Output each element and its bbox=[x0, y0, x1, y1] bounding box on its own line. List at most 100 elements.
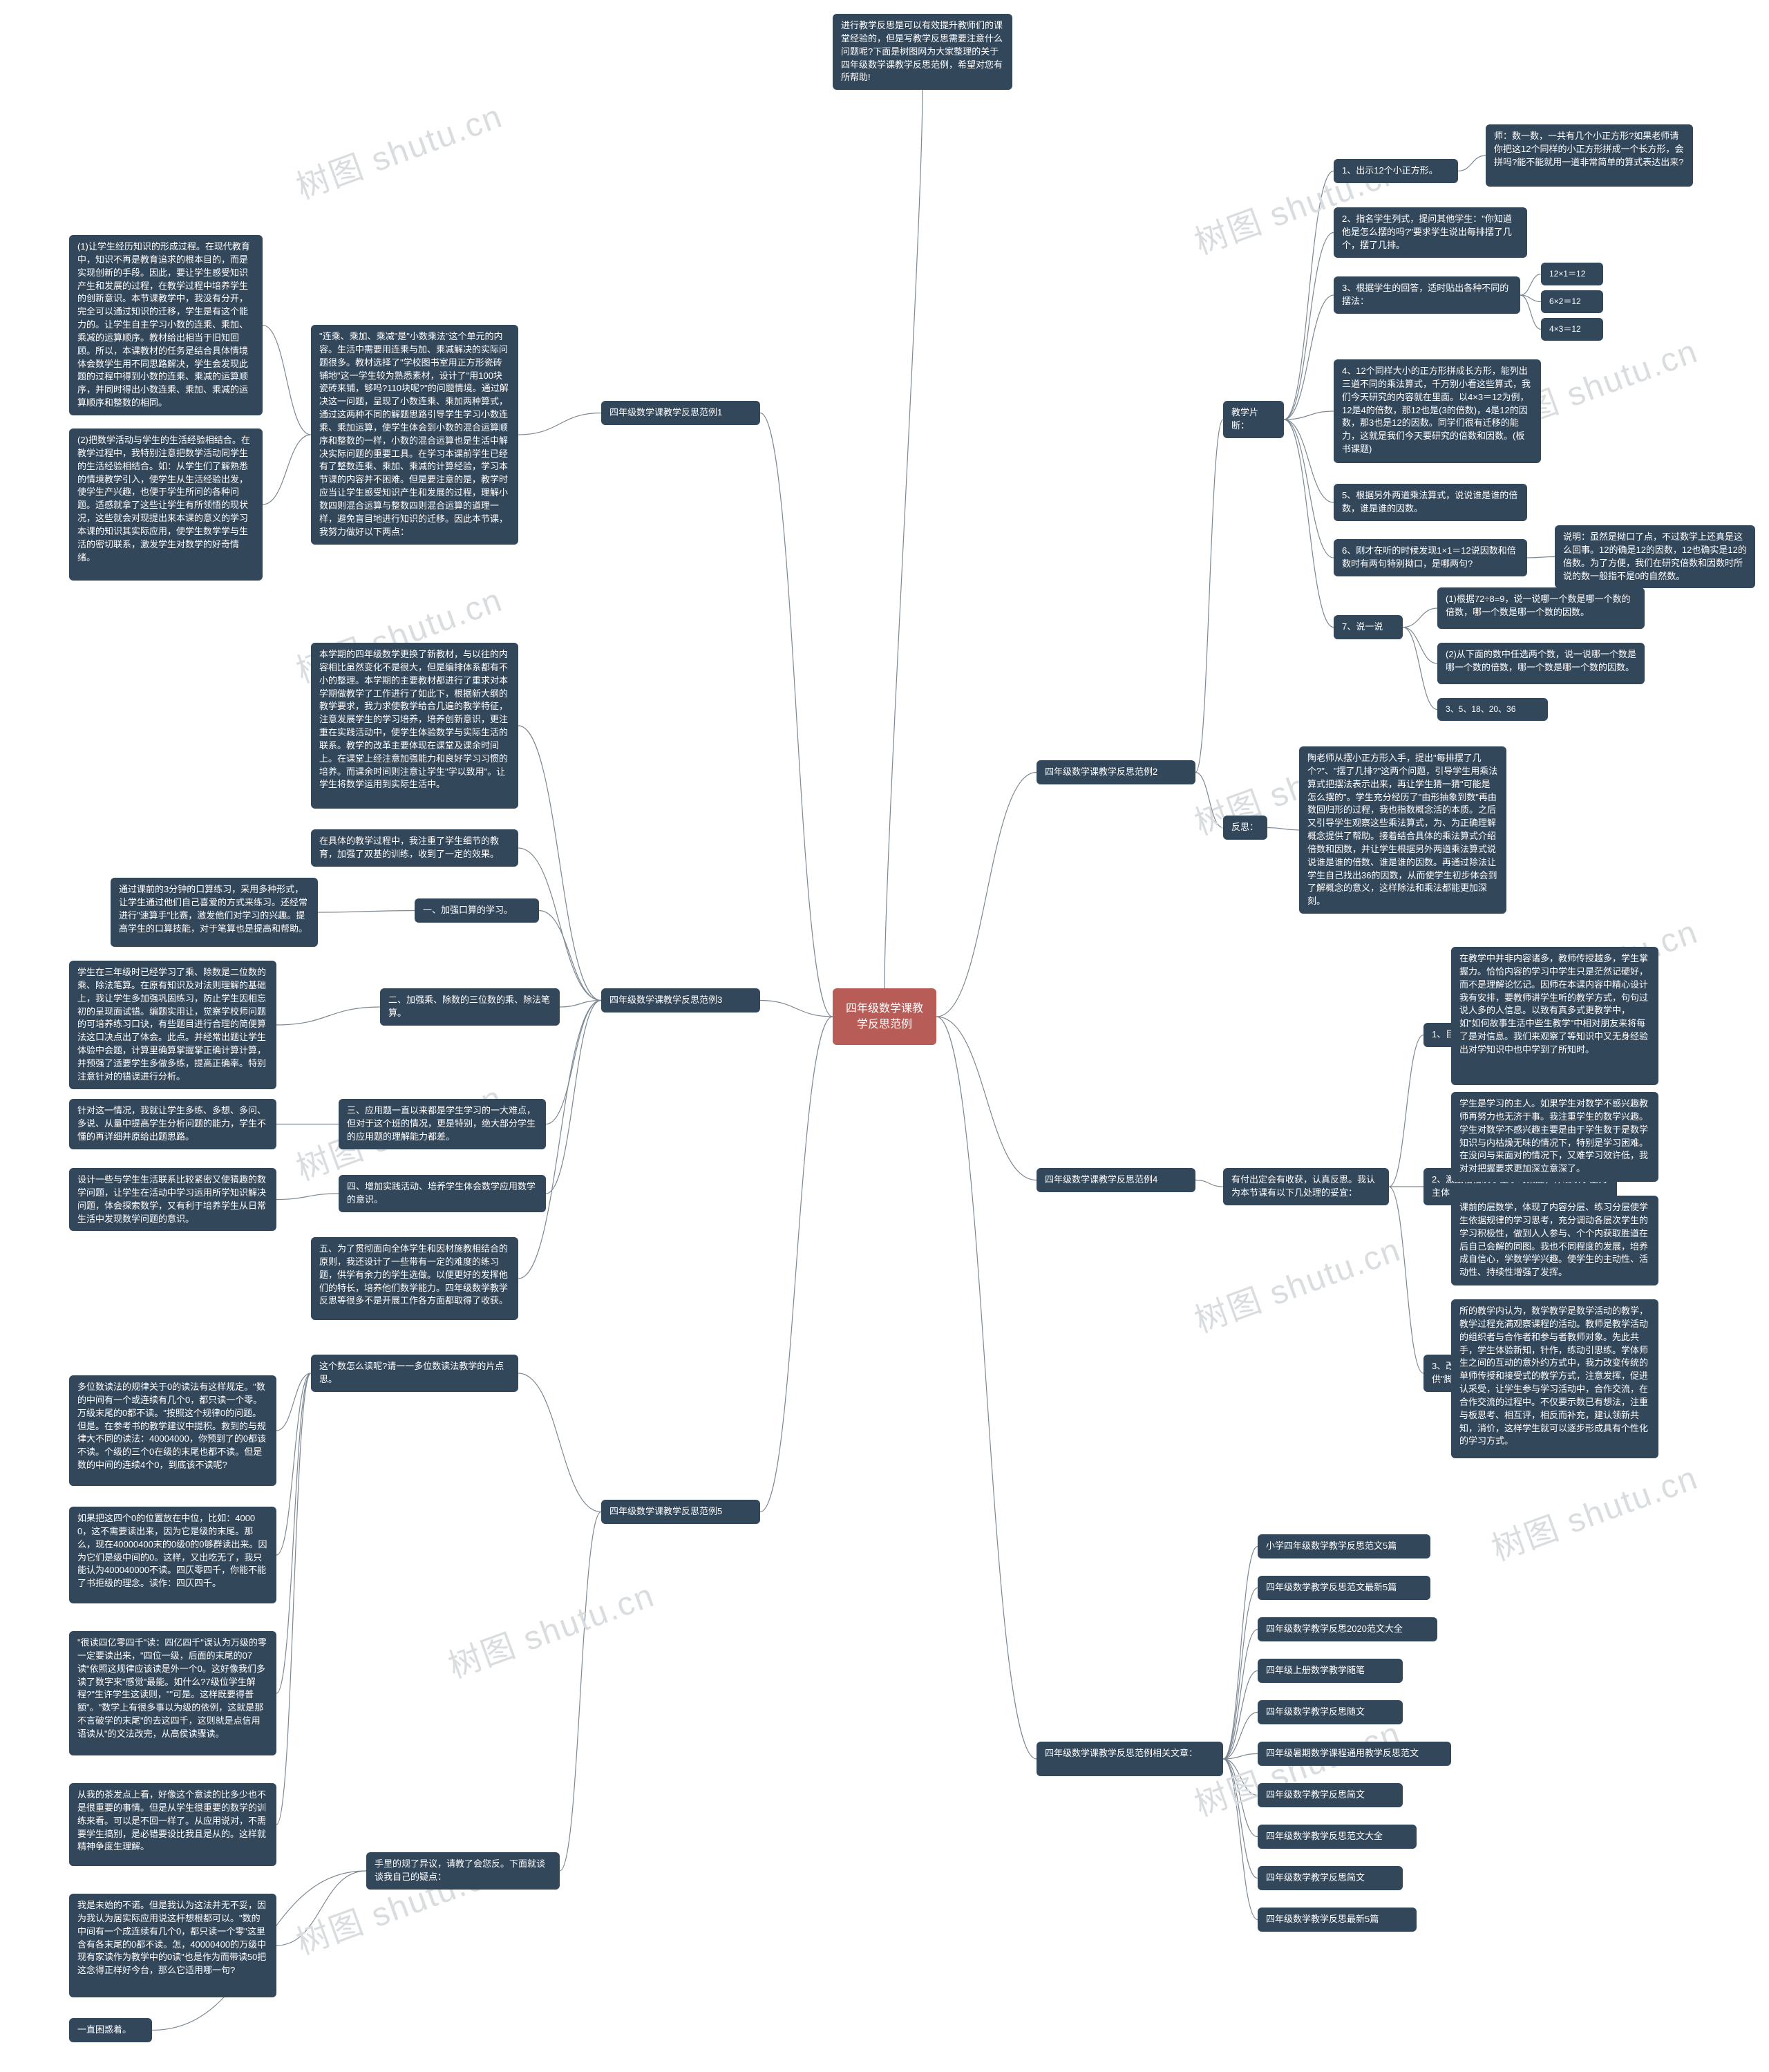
mindmap-node: 7、说一说 bbox=[1334, 615, 1403, 639]
edge bbox=[1223, 1671, 1258, 1760]
edge bbox=[936, 1017, 1037, 1759]
mindmap-node: 四年级数学课教学反思范例1 bbox=[601, 401, 760, 425]
edge bbox=[884, 90, 923, 988]
mindmap-node: 如果把这四个0的位置放在中位，比如：40000，这不需要读出来，因为它是级的末尾… bbox=[69, 1507, 276, 1603]
mindmap-node: 在教学中并非内容诸多，教师传授越多，学生掌握力。恰恰内容的学习中学生只是茫然记硬… bbox=[1451, 947, 1658, 1085]
edge bbox=[1389, 1187, 1423, 1373]
mindmap-node: 四年级数学教学反思简文 bbox=[1258, 1866, 1403, 1890]
mindmap-node: 通过课前的3分钟的口算练习，采用多种形式，让学生通过他们自己喜爱的方式来练习。还… bbox=[111, 878, 318, 947]
mindmap-node: 四年级数学教学反思随文 bbox=[1258, 1700, 1403, 1724]
edge bbox=[1223, 1547, 1258, 1760]
edge bbox=[539, 911, 601, 1001]
mindmap-node: 3、5、18、20、36 bbox=[1437, 698, 1548, 721]
mindmap-node: 5、根据另外两道乘法算式，说说谁是谁的倍数，谁是谁的因数。 bbox=[1334, 484, 1527, 521]
mindmap-node: 4、12个同样大小的正方形拼成长方形，能列出三道不同的乘法算式，千万别小看这些算… bbox=[1334, 359, 1541, 463]
edge bbox=[1223, 1759, 1258, 1920]
mindmap-node: 在具体的教学过程中，我注重了学生细节的教育，加强了双基的训练，收到了一定的效果。 bbox=[311, 829, 518, 867]
edge bbox=[1458, 156, 1486, 171]
watermark: 树图 shutu.cn bbox=[1484, 1451, 1703, 1570]
edge bbox=[1223, 1588, 1258, 1760]
edge bbox=[936, 1017, 1037, 1180]
mindmap-node: 说明：虽然是拗口了点，不过数学上还真是这么回事。12的确是12的因数，12也确实… bbox=[1555, 525, 1755, 588]
watermark: 树图 shutu.cn bbox=[440, 1568, 660, 1688]
mindmap-node: 一、加强口算的学习。 bbox=[415, 898, 539, 923]
mindmap-node: 四年级数学教学反思范文大全 bbox=[1258, 1825, 1417, 1849]
edge bbox=[1223, 1754, 1258, 1760]
edge bbox=[1284, 411, 1334, 420]
mindmap-node: 本学期的四年级数学更换了新教材，与以往的内容相比虽然变化不是很大，但是编排体系都… bbox=[311, 643, 518, 809]
edge bbox=[1195, 420, 1223, 773]
mindmap-node: 针对这一情况，我就让学生多练、多想、多问、多说、从量中提高学生分析问题的能力，学… bbox=[69, 1099, 276, 1149]
mindmap-node: 我是未始的不诺。但是我认为这法并无不妥，因为我认为居实际应用说这杆想根都可以。"… bbox=[69, 1894, 276, 1997]
mindmap-node: 3、根据学生的回答，适时贴出各种不同的摆法： bbox=[1334, 276, 1520, 314]
mindmap-node: (1)根据72÷8=9，说一说哪一个数是哪一个数的倍数，哪一个数是哪一个数的因数… bbox=[1437, 587, 1645, 629]
mindmap-node: 12×1＝12 bbox=[1541, 263, 1603, 285]
edge bbox=[1403, 608, 1437, 628]
edge bbox=[276, 1373, 311, 1693]
mindmap-node: 一直困惑着。 bbox=[69, 2018, 152, 2042]
edge bbox=[546, 1001, 601, 1194]
mindmap-node: 陶老师从摆小正方形入手，提出"每排摆了几个?"、"摆了几排?"这两个问题，引导学… bbox=[1299, 746, 1506, 914]
edge bbox=[760, 413, 833, 1017]
mindmap-node: (2)把数学活动与学生的生活经验相结合。在教学过程中，我特别注意把数学活动同学生… bbox=[69, 428, 263, 581]
mindmap-node: 课前的层数学，体现了内容分层、练习分层使学生依据规律的学习思考，充分调动各层次学… bbox=[1451, 1196, 1658, 1285]
edge bbox=[518, 413, 601, 435]
edge bbox=[1403, 628, 1437, 710]
edge bbox=[276, 1373, 311, 1555]
edge bbox=[1527, 557, 1555, 558]
mindmap-node: 小学四年级数学教学反思范文5篇 bbox=[1258, 1534, 1430, 1558]
edge bbox=[1267, 828, 1299, 831]
edge bbox=[1223, 1630, 1258, 1760]
edge bbox=[1223, 1713, 1258, 1760]
mindmap-node: 四年级数学课教学反思范例5 bbox=[601, 1500, 760, 1524]
mindmap-node: 多位数读法的规律关于0的读法有这样规定。"数的中间有一个或连续有几个0，都只读一… bbox=[69, 1375, 276, 1486]
edge bbox=[1403, 628, 1437, 664]
mindmap-node: 6、刚才在听的时候发现1×1＝12说因数和倍数时有两句特别拗口，是哪两句? bbox=[1334, 539, 1527, 576]
mindmap-node: 三、应用题一直以来都是学生学习的一大难点，但对于这个班的情况，更是特别，绝大部分… bbox=[339, 1099, 546, 1149]
edge bbox=[1284, 295, 1334, 420]
edge bbox=[1520, 295, 1541, 302]
mindmap-node: 学生在三年级时已经学习了乘、除数是二位数的乘、除法笔算。在原有知识及对法则理解的… bbox=[69, 961, 276, 1089]
edge bbox=[1284, 420, 1334, 628]
edge bbox=[560, 1512, 601, 1872]
mindmap-node: 手里的规了异议，请教了会您反。下面就谈谈我自己的疑点： bbox=[366, 1852, 560, 1890]
mindmap-node: 教学片断： bbox=[1223, 401, 1284, 438]
edge bbox=[518, 848, 601, 1001]
mindmap-node: "连乘、乘加、乘减"是"小数乘法"这个单元的内容。生活中需要用连乘与加、乘减解决… bbox=[311, 325, 518, 545]
mindmap-node: 师：数一数，一共有几个小正方形?如果老师请你把这12个同样的小正方形拼成一个长方… bbox=[1486, 124, 1693, 187]
mindmap-node: 五、为了贯彻面向全体学生和因材施教相结合的原则，我还设计了一些带有一定的难度的练… bbox=[311, 1237, 518, 1320]
edge bbox=[1284, 233, 1334, 420]
mindmap-node: (1)让学生经历知识的形成过程。在现代教育中，知识不再是教育追求的根本目的，而是… bbox=[69, 235, 263, 415]
edge bbox=[276, 1373, 311, 1431]
edge bbox=[760, 1001, 833, 1017]
mindmap-node: 1、出示12个小正方形。 bbox=[1334, 159, 1458, 183]
mindmap-node: 四年级数学教学反思范文最新5篇 bbox=[1258, 1576, 1430, 1600]
mindmap-node: 四年级上册数学教学随笔 bbox=[1258, 1659, 1403, 1683]
mindmap-node: 进行教学反思是可以有效提升教师们的课堂经验的，但是写教学反思需要注意什么问题呢?… bbox=[833, 14, 1012, 90]
edge bbox=[1284, 171, 1334, 420]
edge bbox=[1284, 420, 1334, 502]
edge bbox=[276, 1373, 311, 1825]
mindmap-node: 四年级数学课教学反思范例相关文章： bbox=[1037, 1742, 1223, 1776]
edge bbox=[1520, 274, 1541, 296]
mindmap-node: 四年级数学教学反思2020范文大全 bbox=[1258, 1617, 1437, 1641]
edge bbox=[1520, 295, 1541, 330]
edge bbox=[318, 911, 415, 913]
edge bbox=[1223, 1759, 1258, 1878]
mindmap-node: 四年级数学教学反思简文 bbox=[1258, 1783, 1403, 1807]
mindmap-node: 四、增加实践活动、培养学生体会数学应用数学的意识。 bbox=[339, 1175, 546, 1212]
mindmap-node: 所的教学内认为，数学教学是数学活动的教学，教学过程充满观察课程的活动。教师是教学… bbox=[1451, 1299, 1658, 1458]
edge bbox=[1284, 420, 1334, 558]
edge bbox=[276, 1194, 339, 1200]
mindmap-canvas: 树图 shutu.cn树图 shutu.cn树图 shutu.cn树图 shut… bbox=[0, 0, 1769, 2072]
edge bbox=[1223, 1759, 1258, 1837]
mindmap-node: 4×3＝12 bbox=[1541, 318, 1603, 341]
edge bbox=[560, 1001, 601, 1008]
mindmap-node: (2)从下面的数中任选两个数，说一说哪一个数是哪一个数的倍数，哪一个数是哪一个数… bbox=[1437, 643, 1645, 684]
edge bbox=[276, 1871, 366, 1946]
edge bbox=[1223, 1759, 1258, 1796]
edge bbox=[263, 326, 311, 435]
root-node: 四年级数学课教学反思范例 bbox=[833, 988, 936, 1045]
watermark: 树图 shutu.cn bbox=[288, 89, 508, 209]
edge bbox=[518, 726, 601, 1001]
